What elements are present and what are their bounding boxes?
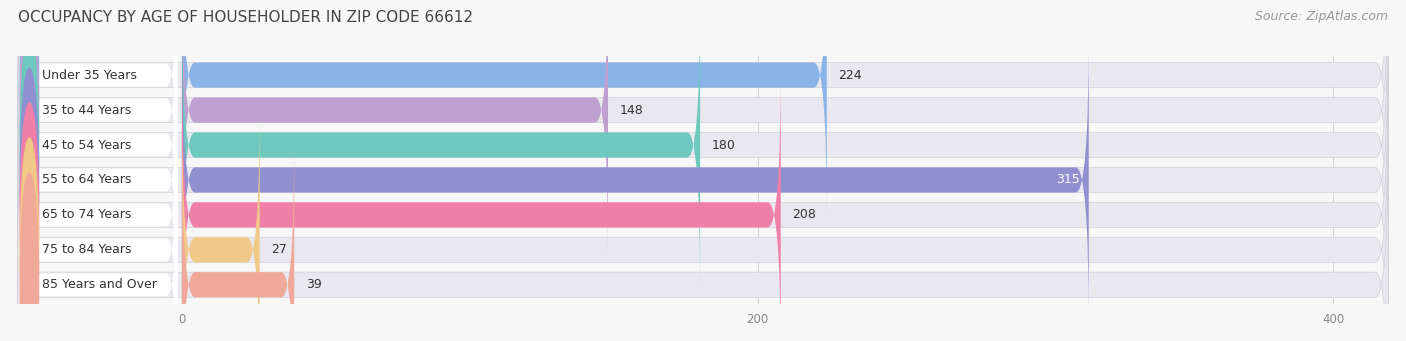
- FancyBboxPatch shape: [18, 0, 1388, 220]
- Text: 27: 27: [271, 243, 287, 256]
- FancyBboxPatch shape: [20, 0, 177, 238]
- Text: 39: 39: [305, 278, 322, 291]
- FancyBboxPatch shape: [20, 157, 177, 341]
- FancyBboxPatch shape: [181, 140, 294, 341]
- Text: 65 to 74 Years: 65 to 74 Years: [42, 208, 132, 221]
- Circle shape: [20, 0, 38, 187]
- FancyBboxPatch shape: [20, 17, 177, 273]
- FancyBboxPatch shape: [181, 35, 1088, 325]
- FancyBboxPatch shape: [181, 0, 607, 255]
- Text: 75 to 84 Years: 75 to 84 Years: [42, 243, 132, 256]
- FancyBboxPatch shape: [18, 35, 1388, 325]
- Text: Under 35 Years: Under 35 Years: [42, 69, 138, 81]
- Text: 35 to 44 Years: 35 to 44 Years: [42, 104, 132, 117]
- FancyBboxPatch shape: [18, 70, 1388, 341]
- FancyBboxPatch shape: [20, 87, 177, 341]
- FancyBboxPatch shape: [181, 70, 780, 341]
- FancyBboxPatch shape: [181, 0, 700, 290]
- FancyBboxPatch shape: [20, 52, 177, 308]
- FancyBboxPatch shape: [18, 0, 1388, 255]
- FancyBboxPatch shape: [20, 122, 177, 341]
- Text: 224: 224: [838, 69, 862, 81]
- Circle shape: [20, 0, 38, 222]
- FancyBboxPatch shape: [18, 140, 1388, 341]
- FancyBboxPatch shape: [20, 0, 177, 203]
- Text: 315: 315: [1056, 174, 1080, 187]
- Text: 45 to 54 Years: 45 to 54 Years: [42, 138, 132, 151]
- Text: 85 Years and Over: 85 Years and Over: [42, 278, 157, 291]
- Text: Source: ZipAtlas.com: Source: ZipAtlas.com: [1254, 10, 1388, 23]
- Text: 208: 208: [792, 208, 815, 221]
- Text: 55 to 64 Years: 55 to 64 Years: [42, 174, 132, 187]
- Circle shape: [20, 68, 38, 292]
- Circle shape: [20, 103, 38, 327]
- Circle shape: [20, 33, 38, 257]
- FancyBboxPatch shape: [181, 105, 260, 341]
- FancyBboxPatch shape: [18, 105, 1388, 341]
- FancyBboxPatch shape: [18, 0, 1388, 290]
- Circle shape: [20, 173, 38, 341]
- Text: 148: 148: [620, 104, 644, 117]
- FancyBboxPatch shape: [181, 0, 827, 220]
- Text: 180: 180: [711, 138, 735, 151]
- Text: OCCUPANCY BY AGE OF HOUSEHOLDER IN ZIP CODE 66612: OCCUPANCY BY AGE OF HOUSEHOLDER IN ZIP C…: [18, 10, 474, 25]
- Circle shape: [20, 138, 38, 341]
